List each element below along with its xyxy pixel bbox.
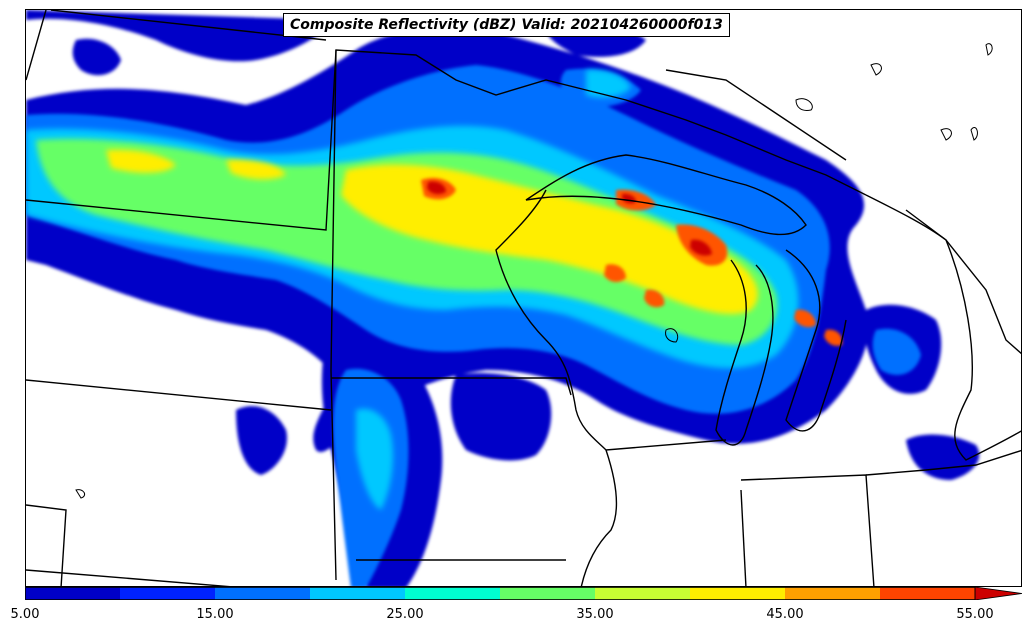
- lake-michigan-shore: [715, 259, 774, 446]
- colorbar-segment: [785, 587, 881, 600]
- state-line: [26, 569, 231, 586]
- colorbar-tick-label: 15.00: [196, 607, 234, 622]
- canada-province-line: [665, 69, 847, 161]
- colorbar-tick-label: 45.00: [766, 607, 804, 622]
- state-line: [740, 489, 747, 586]
- state-line: [740, 474, 875, 586]
- canada-province-line: [26, 10, 47, 81]
- colorbar-segment: [25, 587, 121, 600]
- lake-huron-shore: [785, 249, 847, 432]
- colorbar-extend-arrow: [974, 587, 1022, 600]
- colorbar-tick-label: 35.00: [576, 607, 614, 622]
- precip-layer-35dbz: [106, 149, 758, 315]
- precip-layer-30dbz: [36, 138, 777, 345]
- colorbar-segment: [880, 587, 976, 600]
- colorbar: [25, 587, 1022, 600]
- colorbar-tick-label: 5.00: [10, 607, 40, 622]
- state-line: [330, 49, 337, 581]
- state-line: [26, 379, 332, 411]
- state-line: [865, 449, 1021, 476]
- map-water-outlines: [75, 43, 993, 499]
- canada-province-line: [50, 10, 327, 41]
- state-line: [495, 189, 727, 451]
- colorbar-segment: [310, 587, 406, 600]
- canada-us-border: [26, 49, 867, 231]
- map-boundaries: [26, 10, 1021, 586]
- colorbar-segment: [405, 587, 501, 600]
- colorbar-segment: [215, 587, 311, 600]
- precip-field: [26, 10, 980, 586]
- ontario-line: [865, 194, 1021, 461]
- state-line: [26, 504, 67, 586]
- colorbar-outline: [25, 587, 976, 600]
- canada-province-line: [905, 209, 1021, 355]
- colorbar-segment: [500, 587, 596, 600]
- lake-superior-shore: [525, 154, 807, 236]
- state-line: [580, 449, 618, 586]
- colorbar-segment: [120, 587, 216, 600]
- colorbar-segment: [690, 587, 786, 600]
- colorbar-segment: [595, 587, 691, 600]
- state-line: [331, 377, 572, 396]
- reflectivity-map: [25, 9, 1022, 587]
- colorbar-tick-label: 55.00: [956, 607, 994, 622]
- map-title: Composite Reflectivity (dBZ) Valid: 2021…: [283, 13, 730, 37]
- colorbar-tick-label: 25.00: [386, 607, 424, 622]
